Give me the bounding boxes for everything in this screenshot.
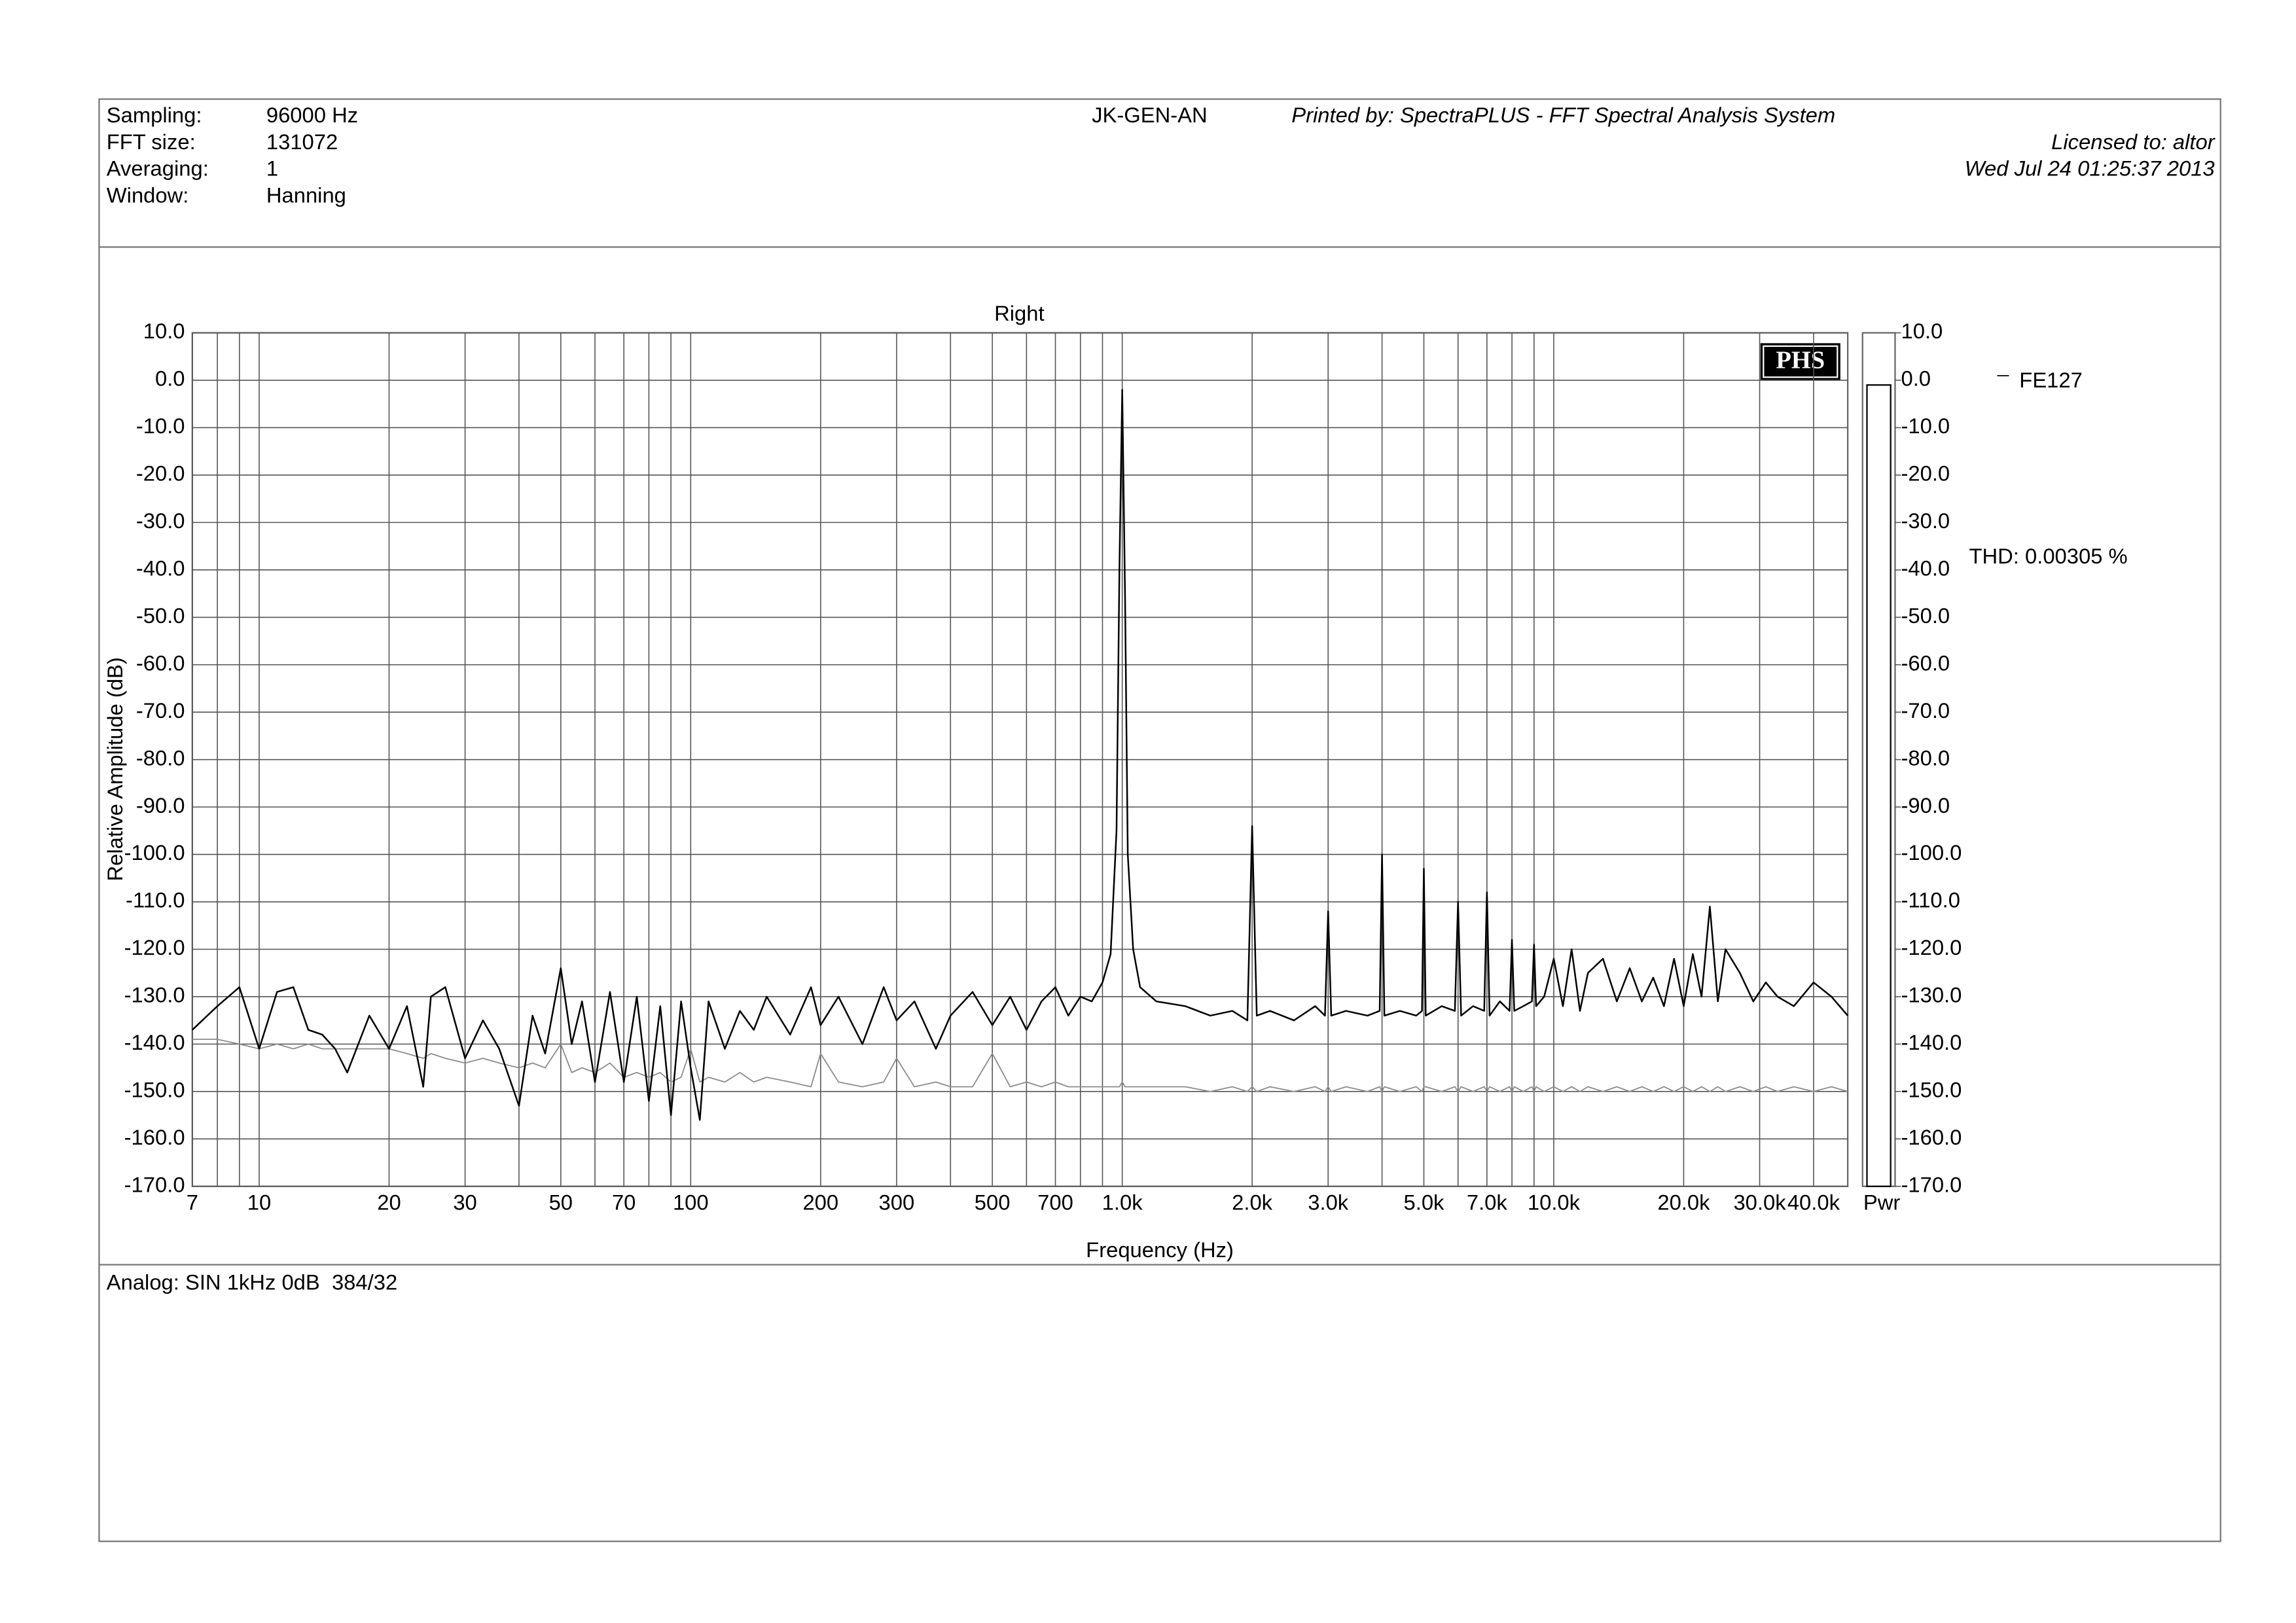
chart-title: Right [994, 301, 1045, 325]
footer-note: Analog: SIN 1kHz 0dB 384/32 [107, 1270, 397, 1294]
y2-tick-label: -50.0 [1901, 603, 1950, 628]
y2-tick-label: -80.0 [1901, 745, 1950, 770]
x-tick-label: 20.0k [1657, 1190, 1710, 1215]
x-tick-label: 100 [673, 1190, 709, 1215]
y-tick-label: -50.0 [136, 603, 185, 628]
y2-tick-label: -130.0 [1901, 983, 1962, 1007]
y-tick-label: 10.0 [143, 319, 185, 343]
y2-tick-label: -100.0 [1901, 840, 1962, 865]
x-tick-label: 10.0k [1528, 1190, 1581, 1215]
y2-tick-label: -140.0 [1901, 1030, 1962, 1054]
spectrum-line [192, 1039, 1848, 1092]
spectrum-line [191, 389, 1849, 1121]
y2-tick-label: -110.0 [1901, 888, 1960, 912]
y2-tick-label: -40.0 [1901, 556, 1950, 580]
y-tick-label: -170.0 [124, 1172, 185, 1196]
x-tick-label: 5.0k [1404, 1190, 1445, 1215]
y2-tick-label: -160.0 [1901, 1125, 1962, 1149]
logo: PHS [1776, 347, 1825, 374]
field-label: Sampling: [107, 103, 202, 127]
field-value: 1 [266, 156, 278, 181]
y-tick-label: -150.0 [124, 1078, 185, 1102]
y2-tick-label: -30.0 [1901, 508, 1950, 533]
y-tick-label: -90.0 [136, 793, 185, 817]
field-value: 131072 [266, 130, 338, 154]
y-tick-label: -20.0 [136, 461, 185, 486]
x-tick-label: 300 [879, 1190, 915, 1215]
y-tick-label: -100.0 [124, 840, 185, 865]
x-tick-label: 700 [1037, 1190, 1073, 1215]
field-label: Window: [107, 183, 189, 207]
x-tick-label: 500 [975, 1190, 1011, 1215]
y2-tick-label: -150.0 [1901, 1078, 1962, 1102]
x-tick-label: 200 [802, 1190, 838, 1215]
y2-tick-label: -90.0 [1901, 793, 1950, 817]
legend-label: FE127 [2019, 368, 2083, 392]
station: JK-GEN-AN [1092, 103, 1208, 127]
page-frame [98, 98, 2221, 1543]
x-tick-label: 40.0k [1787, 1190, 1840, 1215]
thd-annotation: THD: 0.00305 % [1969, 544, 2127, 568]
y2-tick-label: -20.0 [1901, 461, 1950, 486]
x-tick-label: 10 [247, 1190, 271, 1215]
field-value: 96000 Hz [266, 103, 358, 127]
y-tick-label: -160.0 [124, 1125, 185, 1149]
x-tick-label: 2.0k [1232, 1190, 1273, 1215]
y-tick-label: -80.0 [136, 745, 185, 770]
y2-tick-label: -120.0 [1901, 935, 1962, 959]
y2-tick-label: -60.0 [1901, 651, 1950, 675]
y-tick-label: -30.0 [136, 508, 185, 533]
x-tick-label: 3.0k [1308, 1190, 1349, 1215]
field-value: Hanning [266, 183, 346, 207]
x-axis-label: Frequency (Hz) [1086, 1238, 1234, 1262]
y-tick-label: -130.0 [124, 983, 185, 1007]
y-tick-label: -10.0 [136, 414, 185, 438]
y-tick-label: -120.0 [124, 935, 185, 959]
x-tick-label: 20 [377, 1190, 401, 1215]
pwr-label: Pwr [1863, 1190, 1901, 1215]
x-tick-label: 50 [549, 1190, 573, 1215]
x-tick-label: 7 [187, 1190, 198, 1215]
x-tick-label: 30.0k [1733, 1190, 1786, 1215]
field-label: Averaging: [107, 156, 209, 181]
x-tick-label: 30 [453, 1190, 476, 1215]
y2-tick-label: -170.0 [1901, 1172, 1962, 1196]
y-tick-label: 0.0 [155, 366, 185, 391]
y-tick-label: -60.0 [136, 651, 185, 675]
y-tick-label: -70.0 [136, 698, 185, 722]
logo-border [1763, 345, 1839, 378]
y-tick-label: -140.0 [124, 1030, 185, 1054]
x-tick-label: 70 [612, 1190, 636, 1215]
y-axis-label: Relative Amplitude (dB) [103, 657, 127, 881]
logo-box [1760, 343, 1840, 380]
y-tick-label: -110.0 [126, 888, 185, 912]
license: Licensed to: altor [2051, 130, 2216, 154]
y2-tick-label: 10.0 [1901, 319, 1943, 343]
x-tick-label: 7.0k [1467, 1190, 1508, 1215]
y2-tick-label: -10.0 [1901, 414, 1950, 438]
field-label: FFT size: [107, 130, 196, 154]
y-tick-label: -40.0 [136, 556, 185, 580]
x-tick-label: 1.0k [1102, 1190, 1143, 1215]
printed-by: Printed by: SpectraPLUS - FFT Spectral A… [1291, 103, 1835, 127]
y2-tick-label: 0.0 [1901, 366, 1931, 391]
date: Wed Jul 24 01:25:37 2013 [1965, 156, 2215, 181]
pwr-bar [1866, 384, 1892, 1187]
y2-tick-label: -70.0 [1901, 698, 1950, 722]
